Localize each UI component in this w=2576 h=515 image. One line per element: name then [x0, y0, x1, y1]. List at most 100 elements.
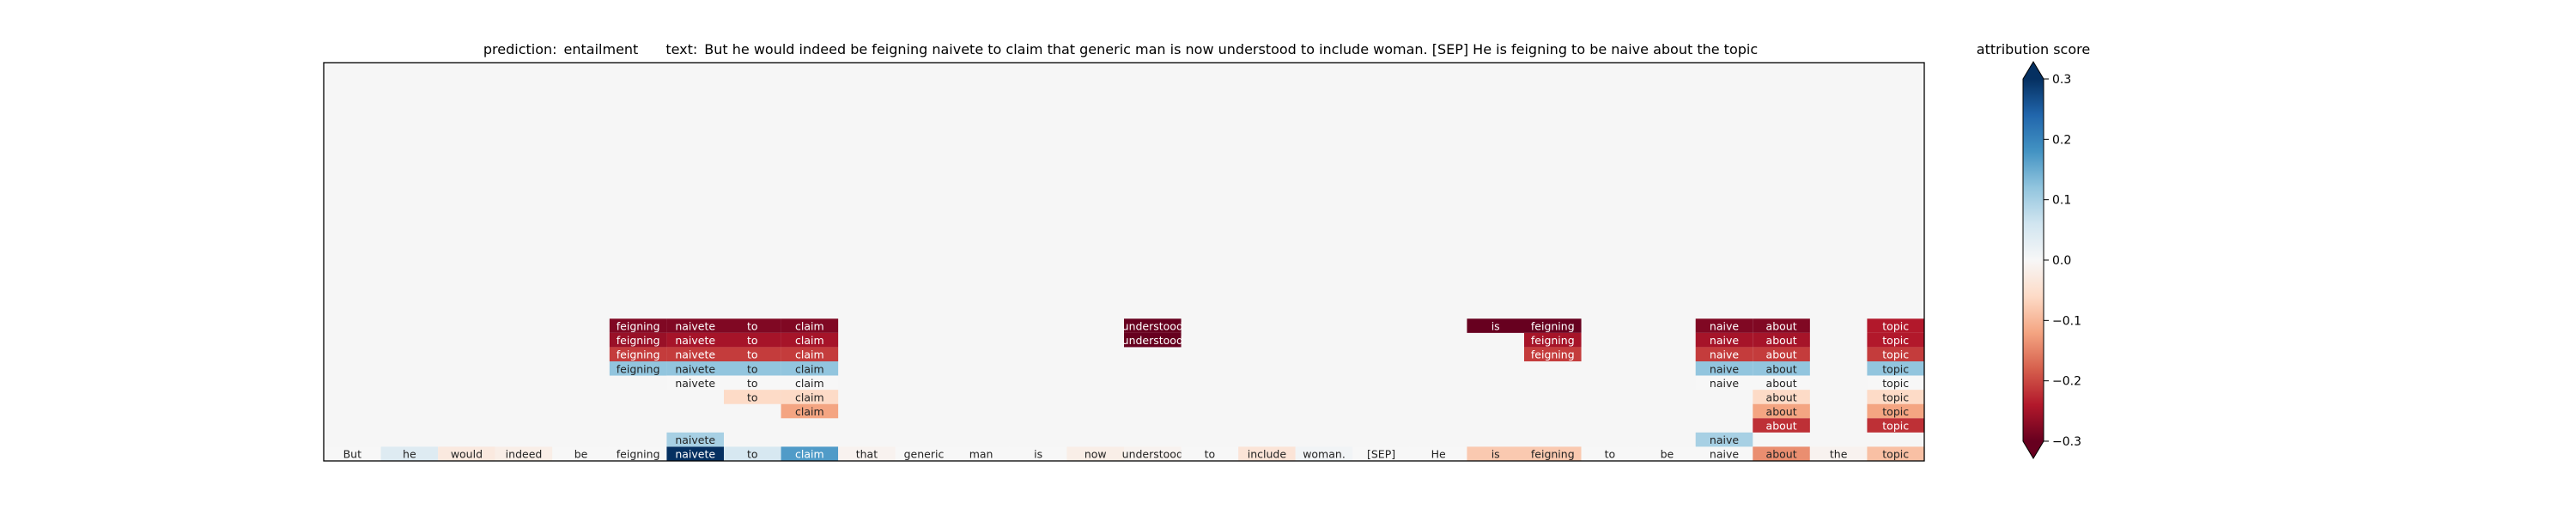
token-label: be: [1661, 448, 1674, 461]
cell-label: to: [747, 334, 758, 347]
token-cell: [1238, 446, 1296, 461]
token-cell: [952, 446, 1010, 461]
token-label: to: [1605, 448, 1616, 461]
token-cell: [324, 446, 381, 461]
heatmap-cell: [1753, 332, 1810, 348]
cell-label: about: [1766, 362, 1797, 375]
cell-label: naivete: [675, 348, 715, 361]
heatmap-cell: [1695, 375, 1753, 391]
token-label: feigning: [617, 448, 660, 461]
token-cell: [609, 446, 667, 461]
heatmap-cell: [1867, 390, 1924, 404]
heatmap-cell: [1753, 318, 1810, 333]
cell-label: to: [747, 348, 758, 361]
token-label: He: [1431, 448, 1446, 461]
token-label: to: [747, 448, 758, 461]
token-cell: [1066, 446, 1124, 461]
colorbar-min-extend: [2023, 441, 2044, 458]
token-cell: [838, 446, 896, 461]
colorbar-title: attribution score: [1977, 41, 2090, 58]
token-cell: [1695, 446, 1753, 461]
heatmap-cell: [666, 318, 724, 333]
cell-label: topic: [1882, 362, 1909, 375]
token-label: that: [856, 448, 878, 461]
token-cell: [1581, 446, 1639, 461]
token-label: is: [1492, 448, 1500, 461]
cell-label: to: [747, 320, 758, 333]
colorbar-tick-label: 0.3: [2052, 73, 2071, 87]
token-cell: [1809, 446, 1868, 461]
cell-label: topic: [1882, 320, 1909, 333]
cell-label: claim: [795, 377, 824, 390]
cell-label: claim: [795, 334, 824, 347]
cell-label: naive: [1710, 348, 1739, 361]
cell-label: claim: [795, 348, 824, 361]
colorbar-gradient: [2023, 79, 2044, 441]
heatmap-cell: [1753, 375, 1810, 391]
cell-label: is: [1492, 320, 1500, 333]
token-cell: [895, 446, 953, 461]
cell-label: to: [747, 391, 758, 403]
cell-label: feigning: [617, 320, 660, 333]
cell-label: claim: [795, 405, 824, 418]
cell-label: feigning: [617, 362, 660, 375]
text-label: text:: [665, 41, 697, 58]
heatmap-cell: [781, 347, 839, 361]
cell-label: feigning: [617, 348, 660, 361]
token-cell: [1295, 446, 1353, 461]
heatmap-cell: [1695, 361, 1753, 376]
heatmap-cell: [781, 403, 839, 419]
input-text: But he would indeed be feigning naivete …: [704, 41, 1758, 58]
token-label: generic: [904, 448, 945, 461]
heatmap-cell: [666, 375, 724, 391]
colorbar-tick-label: −0.1: [2052, 314, 2081, 328]
token-cell: [1181, 446, 1239, 461]
heatmap-cell: [781, 375, 839, 391]
heatmap-cell: [724, 375, 781, 391]
cell-label: naivete: [675, 433, 715, 446]
heatmap-cell: [609, 347, 667, 361]
heatmap-cell: [1867, 403, 1924, 419]
token-label: is: [1034, 448, 1042, 461]
cell-label: feigning: [617, 334, 660, 347]
attention-cells: feigning naivete to claim understood is feigni…: [609, 318, 1924, 447]
heatmap-background: [324, 63, 1924, 461]
token-label: understood: [1122, 448, 1183, 461]
prediction-label: prediction:: [483, 41, 557, 58]
chart-title: prediction: entailment text: But he would i…: [483, 41, 1758, 58]
token-cell: [1124, 446, 1182, 461]
prediction-value: entailment: [564, 41, 639, 58]
heatmap-cell: [1467, 318, 1524, 333]
colorbar-tick-label: −0.2: [2052, 375, 2081, 389]
cell-label: about: [1766, 405, 1797, 418]
cell-label: naivete: [675, 377, 715, 390]
colorbar: 0.3 0.2 0.1 0.0 −0.1 −0.2 −0.3: [2022, 61, 2081, 459]
heatmap-cell: [1867, 375, 1924, 391]
heatmap-cell: [1753, 361, 1810, 376]
cell-label: claim: [795, 362, 824, 375]
token-row: But he would indeed be feigning naivete to claim…: [324, 446, 1924, 461]
heatmap-cell: [1867, 332, 1924, 348]
cell-label: topic: [1882, 377, 1909, 390]
cell-label: understood: [1122, 320, 1183, 333]
token-cell: [495, 446, 553, 461]
token-label: to: [1205, 448, 1216, 461]
token-cell: [1524, 446, 1582, 461]
cell-label: feigning: [1531, 334, 1575, 347]
cell-label: about: [1766, 377, 1797, 390]
heatmap-cell: [1695, 318, 1753, 333]
heatmap-cell: [609, 361, 667, 376]
heatmap-cell: [666, 332, 724, 348]
heatmap-frame: [323, 62, 1925, 462]
heatmap-cell: [724, 332, 781, 348]
token-label: include: [1248, 448, 1287, 461]
cell-label: about: [1766, 348, 1797, 361]
cell-label: naive: [1710, 362, 1739, 375]
heatmap-cell: [609, 318, 667, 333]
cell-label: naivete: [675, 362, 715, 375]
heatmap-cell: [609, 332, 667, 348]
heatmap-cell: [1753, 390, 1810, 404]
cell-label: to: [747, 362, 758, 375]
heatmap-cell: [724, 361, 781, 376]
cell-label: claim: [795, 391, 824, 403]
